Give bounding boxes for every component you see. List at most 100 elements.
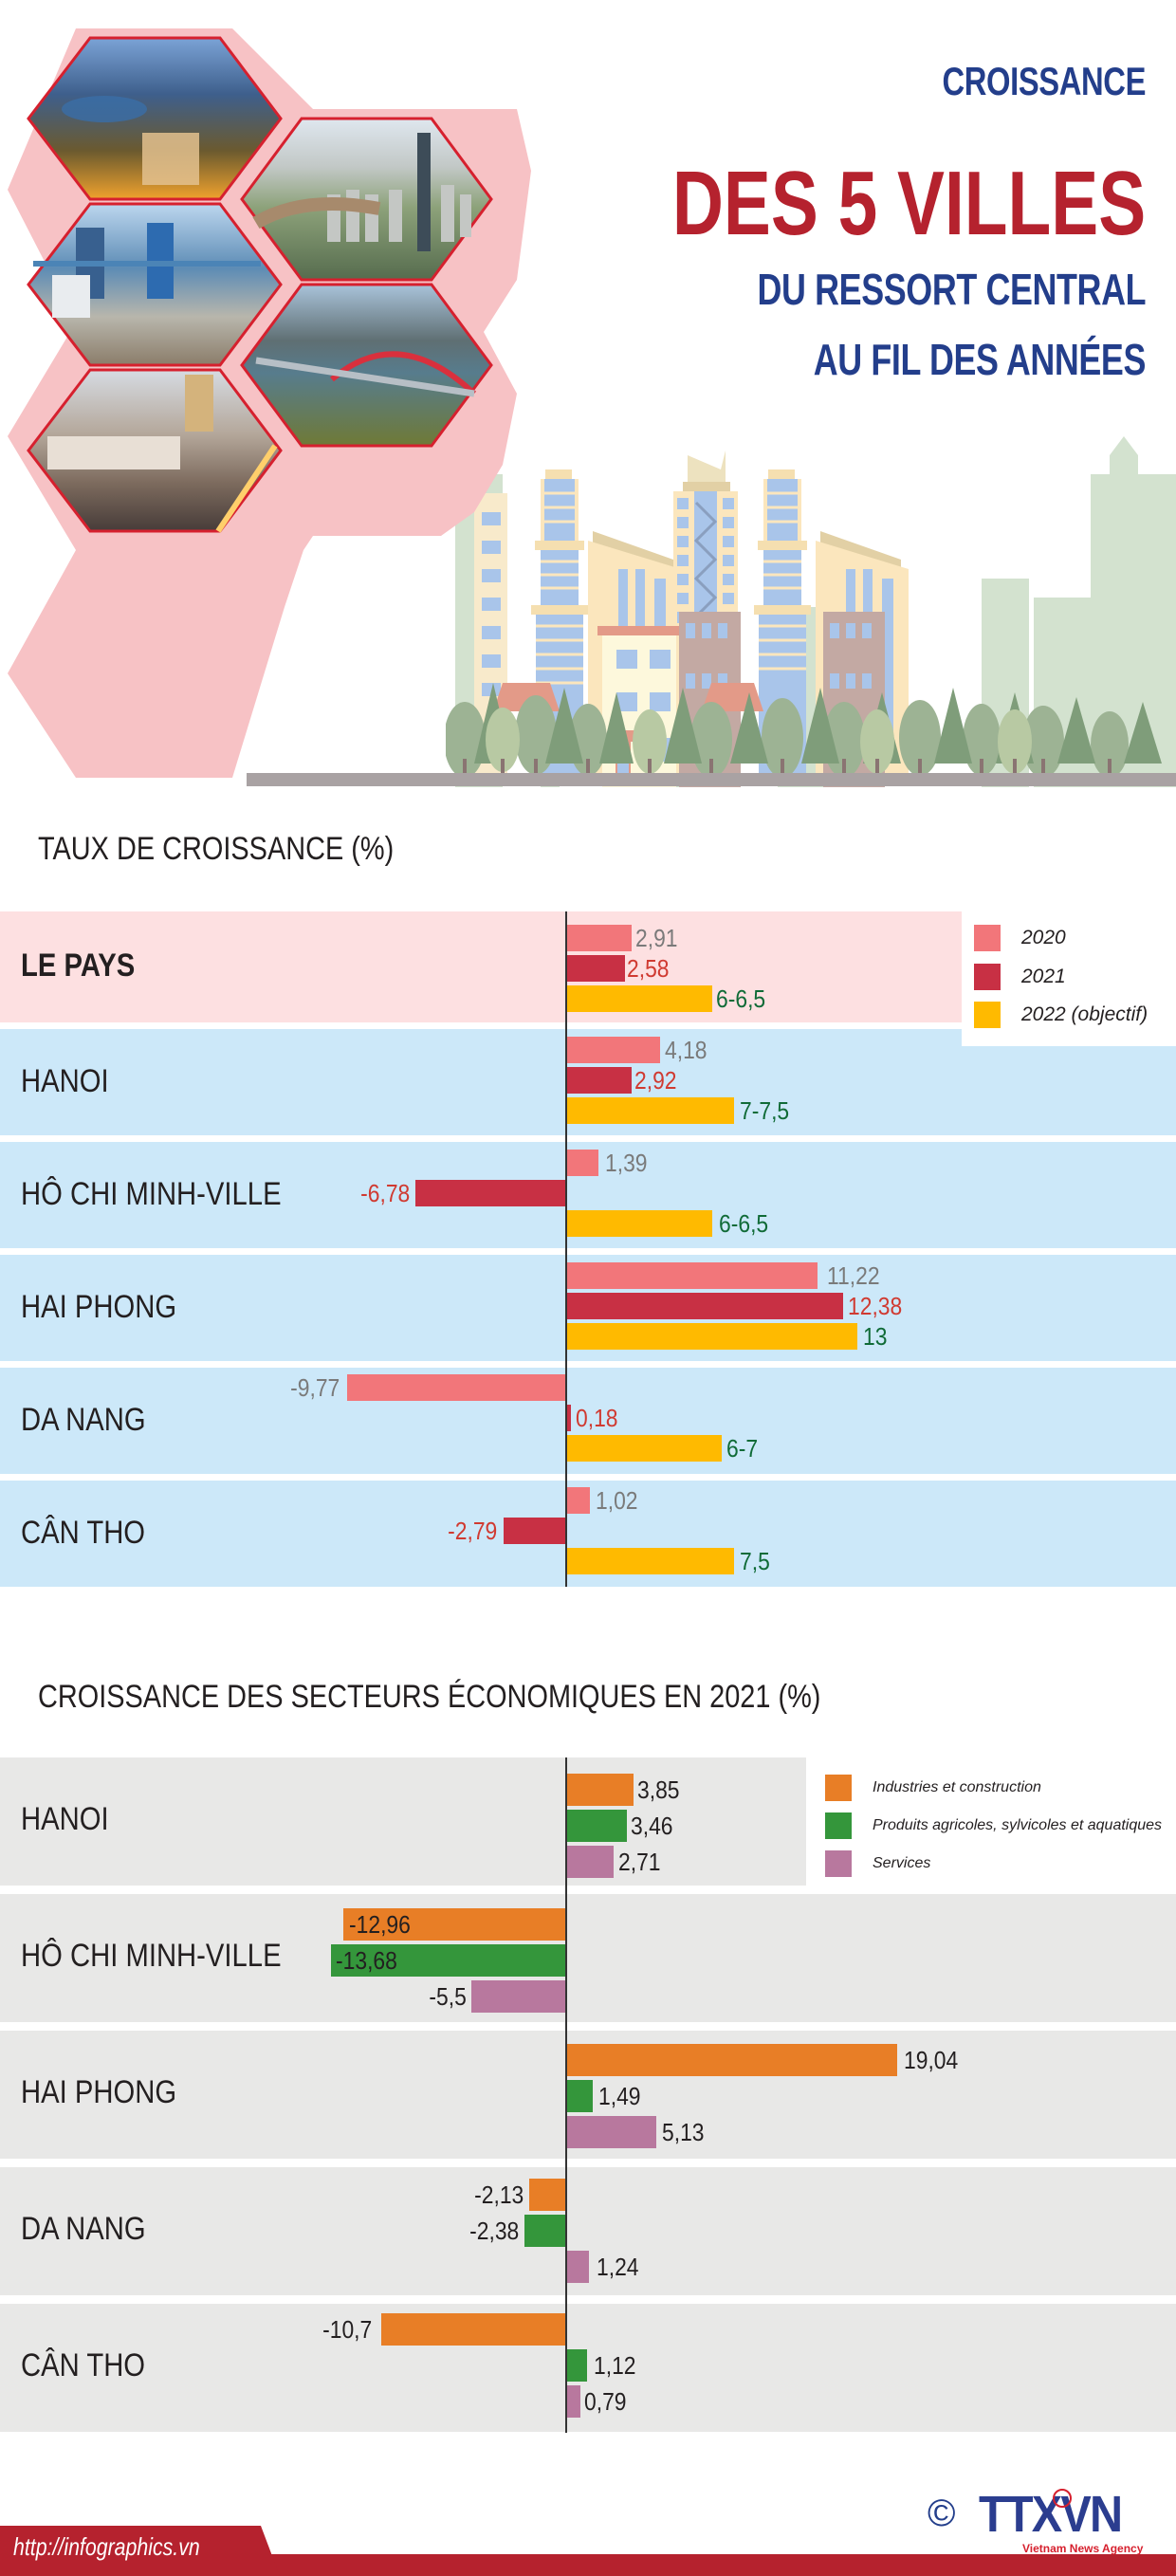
bar-industries — [529, 2179, 566, 2211]
bar-2022 — [567, 985, 712, 1012]
value-label: 2,71 — [618, 1848, 661, 1876]
value-label: 7-7,5 — [740, 1096, 790, 1125]
bar-agricole — [524, 2215, 566, 2247]
bar-2022 — [567, 1435, 722, 1462]
row-label: HÔ CHI MINH-VILLE — [21, 1938, 282, 1974]
footer-bar — [0, 2554, 1176, 2576]
bar-2020 — [567, 1037, 660, 1063]
photo-hanoi — [27, 36, 283, 201]
photo-hai-phong — [240, 283, 493, 448]
bar-2020 — [567, 1150, 598, 1176]
legend-swatch — [825, 1775, 852, 1801]
bar-2021 — [415, 1180, 566, 1206]
value-label: -2,79 — [447, 1517, 497, 1545]
chart2-row-hcm: HÔ CHI MINH-VILLE — [0, 1894, 1176, 2022]
row-label: LE PAYS — [21, 948, 136, 984]
chart2-row-hanoi: HANOI — [0, 1757, 806, 1886]
value-label: 4,18 — [665, 1036, 707, 1064]
footer-url-tab — [0, 2526, 280, 2576]
value-label: 19,04 — [904, 2046, 959, 2074]
row-label: DA NANG — [21, 2211, 146, 2247]
legend-swatch — [974, 964, 1001, 990]
value-label: -9,77 — [289, 1373, 340, 1402]
value-label: 1,24 — [597, 2253, 639, 2281]
hexagon-photo-collage — [8, 28, 531, 778]
value-label: -2,38 — [469, 2217, 519, 2245]
bar-2020 — [347, 1374, 566, 1401]
value-label: 1,49 — [598, 2082, 641, 2110]
value-label: 13 — [863, 1322, 888, 1351]
bar-2022 — [567, 1097, 734, 1124]
value-label: -5,5 — [429, 1982, 467, 2011]
row-label: DA NANG — [21, 1402, 146, 1438]
value-label: 3,85 — [637, 1776, 680, 1804]
bar-2020 — [567, 1487, 590, 1514]
title-line-3: DU RESSORT CENTRAL — [757, 265, 1146, 314]
chart2-zero-axis — [565, 1757, 567, 2433]
value-label: 2,58 — [627, 954, 670, 983]
value-label: 6-7 — [726, 1434, 759, 1463]
chart2-legend: Industries et construction Produits agri… — [806, 1757, 1176, 1881]
bar-services — [567, 2116, 656, 2148]
footer-url-link[interactable]: http://infographics.vn — [13, 2532, 200, 2561]
legend-item-2020: 2020 — [974, 925, 1066, 951]
value-label: 5,13 — [662, 2118, 705, 2146]
row-label: CÂN THO — [21, 1515, 146, 1551]
title-line-1: CROISSANCE — [942, 59, 1146, 103]
row-label: CÂN THO — [21, 2347, 146, 2383]
value-label: 3,46 — [631, 1812, 673, 1840]
bar-services — [471, 1980, 566, 2013]
row-label: HANOI — [21, 1063, 109, 1099]
legend-item-industries: Industries et construction — [825, 1775, 1041, 1801]
bar-services — [567, 2385, 580, 2418]
logo-subtitle: Vietnam News Agency — [1022, 2542, 1144, 2555]
chart2-title: CROISSANCE DES SECTEURS ÉCONOMIQUES EN 2… — [38, 1679, 821, 1715]
row-label: HÔ CHI MINH-VILLE — [21, 1176, 282, 1212]
value-label: 2,92 — [634, 1066, 677, 1095]
bar-2021 — [567, 1293, 843, 1319]
bar-2020 — [567, 925, 632, 951]
title-main: DES 5 VILLES — [671, 153, 1146, 254]
row-label: HANOI — [21, 1801, 109, 1837]
street-ground — [247, 773, 1176, 786]
chart1-title: TAUX DE CROISSANCE (%) — [38, 831, 395, 867]
bar-2022 — [567, 1323, 857, 1350]
bar-services — [567, 2251, 589, 2283]
bar-2022 — [567, 1210, 712, 1237]
legend-item-2022: 2022 (objectif) — [974, 1002, 1148, 1028]
bar-2021 — [567, 955, 625, 982]
bar-industries — [567, 2044, 897, 2076]
bar-industries — [567, 1774, 634, 1806]
logo-text: TTXVN — [979, 2486, 1123, 2543]
row-label: HAI PHONG — [21, 1289, 177, 1325]
bar-agricole — [567, 1810, 627, 1842]
bar-agricole — [331, 1944, 566, 1977]
bar-2021 — [567, 1067, 632, 1094]
chart1-zero-axis — [565, 911, 567, 1587]
legend-swatch — [825, 1812, 852, 1839]
bar-2021 — [567, 1405, 571, 1431]
value-label: 6-6,5 — [719, 1209, 769, 1238]
value-label: 12,38 — [848, 1292, 903, 1320]
hero-banner: CROISSANCE DES 5 VILLES DU RESSORT CENTR… — [0, 0, 1176, 797]
value-label: 11,22 — [827, 1261, 880, 1290]
bar-2022 — [567, 1548, 734, 1574]
row-label: HAI PHONG — [21, 2074, 177, 2110]
value-label: -10,7 — [322, 2315, 372, 2344]
legend-swatch — [825, 1850, 852, 1877]
value-label: 6-6,5 — [716, 984, 766, 1013]
value-label: 1,12 — [594, 2351, 636, 2380]
value-label: 7,5 — [740, 1547, 770, 1575]
bar-agricole — [567, 2349, 587, 2382]
legend-item-services: Services — [825, 1850, 930, 1877]
legend-swatch — [974, 1002, 1001, 1028]
legend-swatch — [974, 925, 1001, 951]
value-label: -6,78 — [359, 1179, 410, 1207]
value-label: 1,39 — [605, 1149, 648, 1177]
value-label: -13,68 — [336, 1946, 397, 1975]
bar-services — [567, 1846, 614, 1878]
chart1-legend: 2020 2021 2022 (objectif) — [962, 911, 1176, 1046]
copyright-icon: © — [928, 2493, 956, 2534]
value-label: 0,18 — [576, 1404, 618, 1432]
globe-icon — [1053, 2489, 1072, 2508]
